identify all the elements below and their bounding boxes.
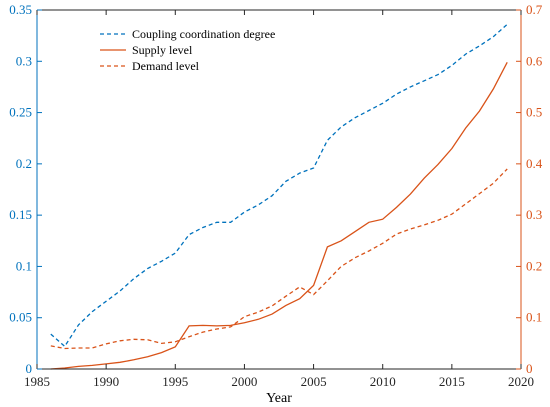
legend: Coupling coordination degree Supply level…	[100, 27, 275, 73]
y-right-tick-label: 0.2	[526, 258, 542, 273]
y-left-tick-label: 0.35	[9, 2, 32, 17]
x-tick-label: 2000	[231, 374, 257, 389]
y-right-tick-label: 0.6	[526, 53, 543, 68]
y-left-tick-label: 0.25	[9, 105, 32, 120]
y-right-tick-label: 0.1	[526, 310, 542, 325]
x-axis-title: Year	[266, 391, 292, 406]
y-left-tick-label: 0.15	[9, 207, 32, 222]
x-tick-label: 1995	[162, 374, 188, 389]
plot-layer	[50, 23, 508, 370]
x-tick-label: 2010	[370, 374, 396, 389]
y-left-tick-label: 0.05	[9, 310, 32, 325]
legend-label-1: Supply level	[132, 43, 193, 57]
series-line-0	[50, 23, 508, 348]
x-tick-label: 2005	[301, 374, 327, 389]
x-tick-label: 1990	[93, 374, 119, 389]
legend-label-0: Coupling coordination degree	[132, 27, 275, 41]
x-tick-label: 1985	[24, 374, 50, 389]
y-left-tick-label: 0.1	[16, 258, 32, 273]
x-tick-label: 2020	[508, 374, 534, 389]
series-line-2	[50, 168, 508, 350]
y-left-tick-label: 0.3	[16, 53, 32, 68]
y-right-tick-label: 0.7	[526, 2, 543, 17]
axes-layer: 1985 1990 1995 2000 2005 2010 2015 202000.050.1…	[9, 2, 543, 389]
y-left-tick-label: 0	[26, 361, 33, 376]
y-right-tick-label: 0	[526, 361, 533, 376]
x-tick-label: 2015	[439, 374, 465, 389]
legend-label-2: Demand level	[132, 59, 200, 73]
y-right-tick-label: 0.3	[526, 207, 542, 222]
y-right-tick-label: 0.4	[526, 156, 543, 171]
y-left-tick-label: 0.2	[16, 156, 32, 171]
series-line-1	[50, 61, 508, 370]
y-right-tick-label: 0.5	[526, 105, 542, 120]
